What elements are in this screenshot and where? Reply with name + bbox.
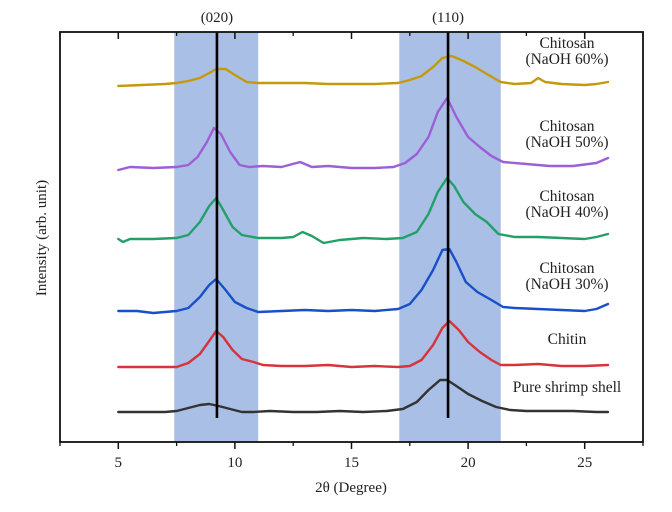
series-line-chitosan-naoh-60 <box>117 54 610 88</box>
series-line-chitin <box>117 319 610 369</box>
x-tick-label: 10 <box>227 455 242 471</box>
series-line-pure-shrimp-shell <box>117 378 610 414</box>
plane-label-1: (020) <box>201 10 234 26</box>
x-tick-label: 20 <box>461 455 476 471</box>
y-axis-title: Intensity (arb. unit) <box>34 180 50 296</box>
series-label-chitosan-naoh-60: (NaOH 60%) <box>525 51 608 68</box>
series-label-chitosan-naoh-50: (NaOH 50%) <box>525 134 608 151</box>
highlight-band-2 <box>399 32 501 442</box>
x-tick-label: 5 <box>115 455 123 471</box>
series-lines <box>117 54 610 414</box>
series-label-chitosan-naoh-40: (NaOH 40%) <box>525 204 608 221</box>
series-label-chitosan-naoh-30: Chitosan <box>539 260 594 277</box>
series-line-chitosan-naoh-40 <box>117 176 610 245</box>
series-label-chitosan-naoh-40: Chitosan <box>539 188 594 205</box>
reference-lines <box>215 32 450 418</box>
x-axis-title: 2θ (Degree) <box>315 480 387 496</box>
x-axis-tick-labels: 5 10 15 20 25 <box>115 455 593 471</box>
series-label-chitosan-naoh-60: Chitosan <box>539 35 594 52</box>
highlight-bands <box>174 32 501 442</box>
x-tick-label: 15 <box>344 455 359 471</box>
series-label-chitosan-naoh-50: Chitosan <box>539 118 594 135</box>
series-line-chitosan-naoh-50 <box>117 96 610 172</box>
series-label-chitosan-naoh-30: (NaOH 30%) <box>525 276 608 293</box>
plane-labels: (020) (110) <box>201 10 464 26</box>
series-label-chitin: Chitin <box>548 331 587 348</box>
series-label-pure-shrimp-shell: Pure shrimp shell <box>513 379 622 396</box>
x-axis-ticks <box>59 32 644 449</box>
x-tick-label: 25 <box>577 455 592 471</box>
series-line-chitosan-naoh-30 <box>117 247 610 315</box>
plane-label-2: (110) <box>432 10 464 26</box>
